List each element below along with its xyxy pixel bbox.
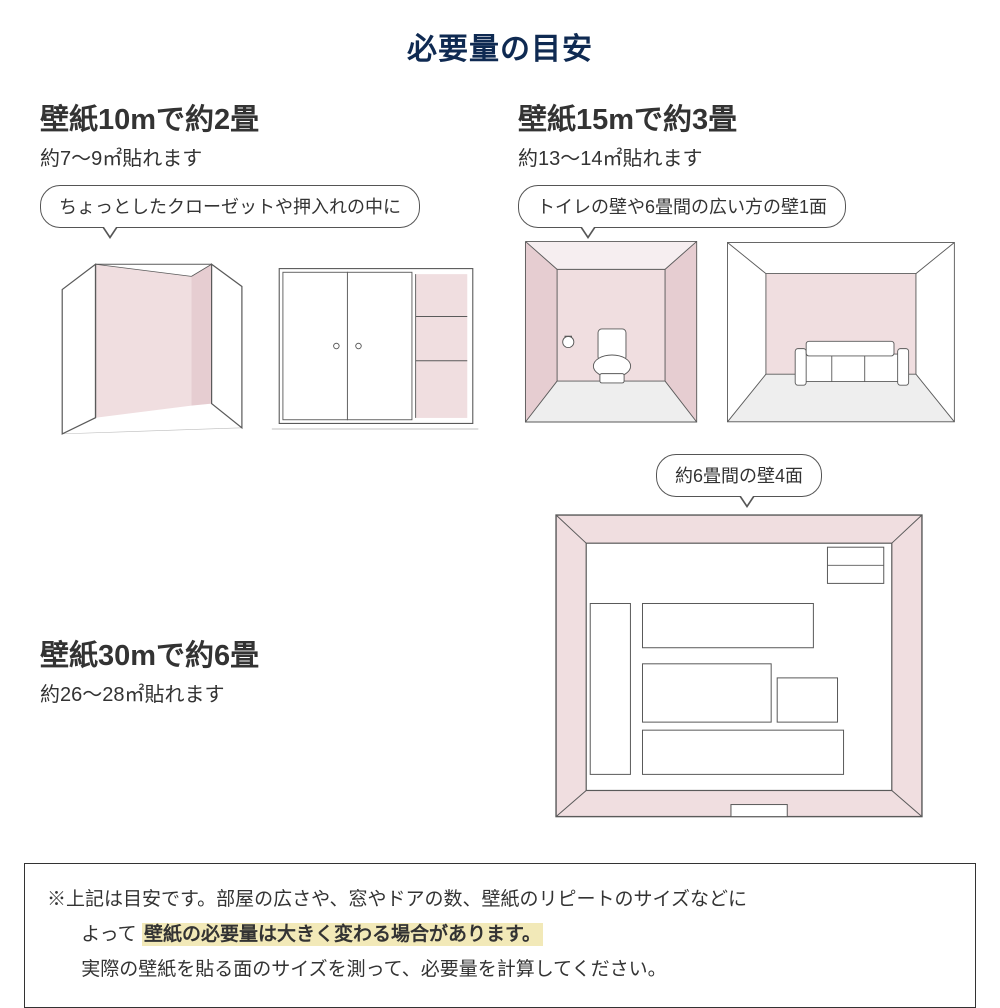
content-grid: 壁紙10mで約2畳 約7～9㎡貼れます ちょっとしたクローゼットや押入れの中に xyxy=(0,96,1000,829)
section-10m-sub: 約7～9㎡貼れます xyxy=(40,142,482,171)
toilet-room-illustration xyxy=(518,234,704,429)
section-30m-title: 壁紙30mで約6畳 xyxy=(40,632,482,674)
note-line1b: よって xyxy=(81,924,136,945)
disclaimer-note: ※上記は目安です。部屋の広さや、窓やドアの数、壁紙のリピートのサイズなどに よっ… xyxy=(24,863,976,1008)
closet-sliding-illustration xyxy=(270,252,482,436)
closet-open-illustration xyxy=(40,234,252,436)
section-10m-illustrations xyxy=(40,234,482,436)
living-room-illustration xyxy=(722,237,960,429)
note-line1a: ※上記は目安です。部屋の広さや、窓やドアの数、壁紙のリピートのサイズなどに xyxy=(47,889,747,910)
section-10m-title: 壁紙10mで約2畳 xyxy=(40,96,482,138)
section-10m-callout: ちょっとしたクローゼットや押入れの中に xyxy=(40,185,420,228)
room-topdown-illustration xyxy=(518,503,960,829)
section-15m-callout: トイレの壁や6畳間の広い方の壁1面 xyxy=(518,185,846,228)
section-15m-sub: 約13～14㎡貼れます xyxy=(518,142,960,171)
section-15m: 壁紙15mで約3畳 約13～14㎡貼れます トイレの壁や6畳間の広い方の壁1面 xyxy=(518,96,960,436)
note-line2: 実際の壁紙を貼る面のサイズを測って、必要量を計算してください。 xyxy=(47,952,953,987)
section-15m-title: 壁紙15mで約3畳 xyxy=(518,96,960,138)
page-title: 必要量の目安 xyxy=(0,0,1000,96)
section-10m: 壁紙10mで約2畳 約7～9㎡貼れます ちょっとしたクローゼットや押入れの中に xyxy=(40,96,482,436)
note-highlight: 壁紙の必要量は大きく変わる場合があります。 xyxy=(142,923,543,946)
section-30m-sub: 約26～28㎡貼れます xyxy=(40,678,482,707)
section-30m: 壁紙30mで約6畳 約26～28㎡貼れます xyxy=(40,562,482,721)
section-15m-illustrations xyxy=(518,234,960,429)
section-30m-callout: 約6畳間の壁4面 xyxy=(656,454,822,497)
section-30m-illustration-block: 約6畳間の壁4面 xyxy=(518,454,960,829)
